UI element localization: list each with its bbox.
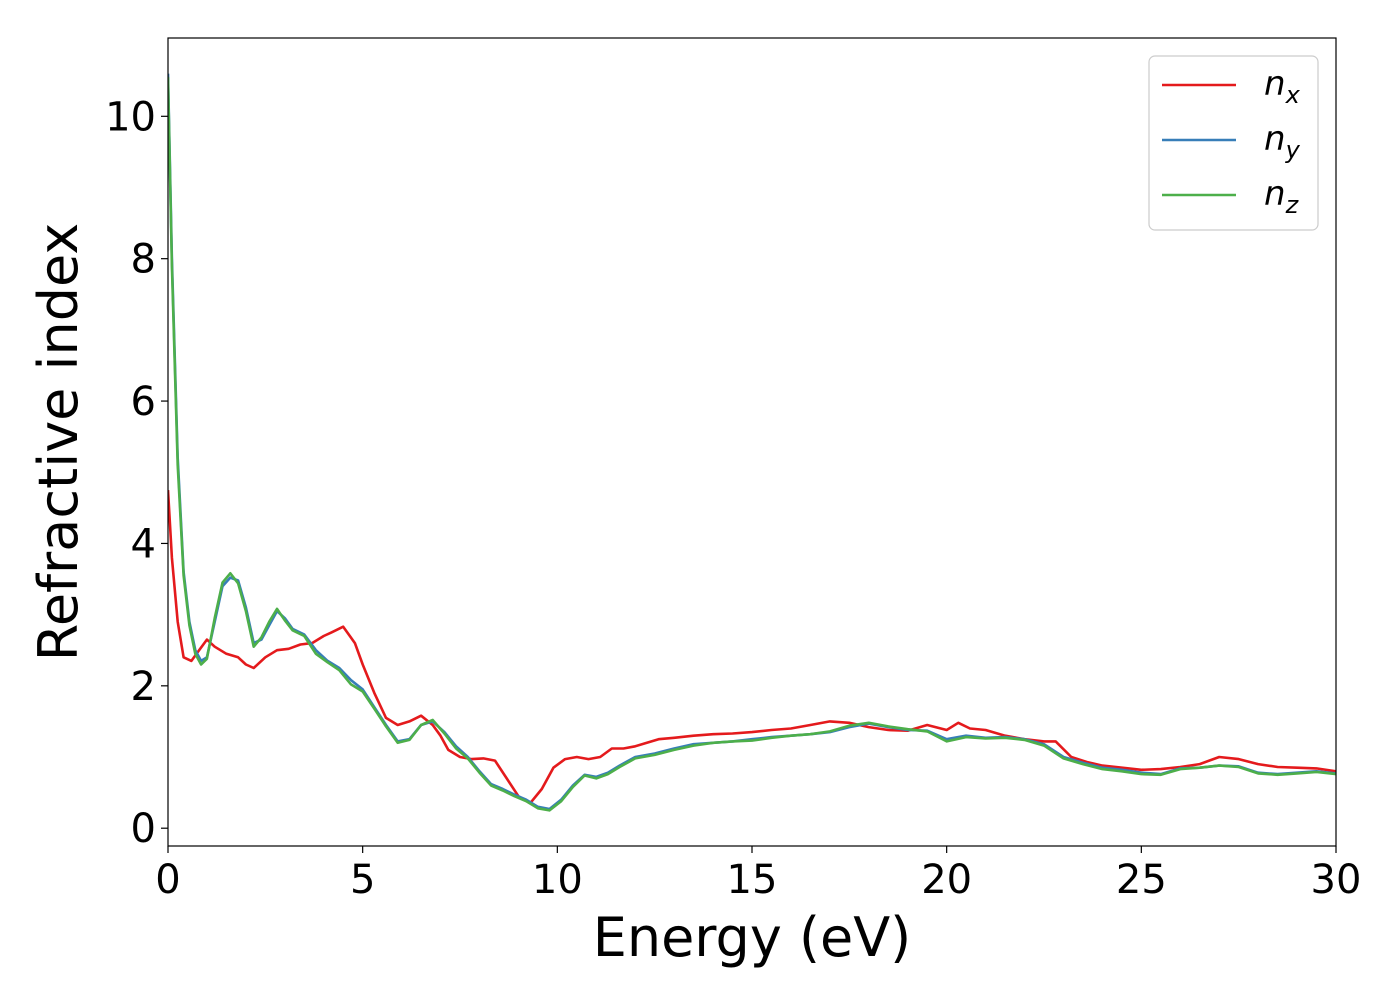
- y-axis-ticks: 0 2 4 6 8 10: [105, 94, 168, 852]
- y-tick-label: 4: [131, 521, 156, 567]
- y-tick-label: 0: [131, 806, 156, 852]
- x-tick-label: 0: [155, 857, 180, 903]
- x-axis-title: Energy (eV): [593, 906, 912, 969]
- x-tick-label: 10: [532, 857, 583, 903]
- x-tick-label: 30: [1311, 857, 1362, 903]
- y-axis-title: Refractive index: [27, 223, 90, 662]
- series-lines: [168, 73, 1336, 812]
- x-tick-label: 15: [727, 857, 778, 903]
- y-tick-label: 2: [131, 664, 156, 710]
- x-tick-label: 25: [1116, 857, 1167, 903]
- y-tick-label: 6: [131, 379, 156, 425]
- series-line-nz: [168, 77, 1336, 812]
- x-axis-ticks: 0 5 10 15 20 25 30: [155, 846, 1361, 903]
- y-tick-label: 10: [105, 94, 156, 140]
- x-tick-label: 5: [350, 857, 375, 903]
- series-line-nx: [168, 490, 1336, 805]
- y-tick-label: 8: [131, 237, 156, 283]
- x-tick-label: 20: [921, 857, 972, 903]
- legend-box: [1148, 55, 1319, 231]
